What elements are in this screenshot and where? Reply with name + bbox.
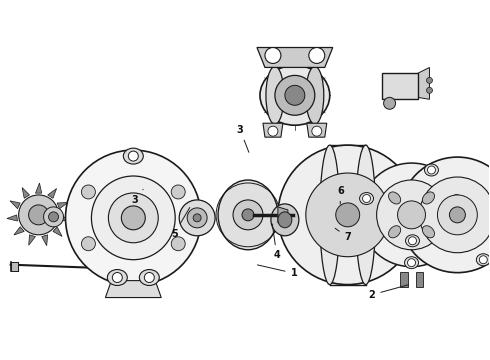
Polygon shape bbox=[278, 207, 288, 223]
Text: 3: 3 bbox=[132, 189, 143, 205]
Ellipse shape bbox=[405, 257, 418, 269]
Circle shape bbox=[384, 97, 395, 109]
Circle shape bbox=[438, 195, 477, 235]
Circle shape bbox=[397, 201, 425, 229]
Circle shape bbox=[28, 205, 49, 225]
Circle shape bbox=[306, 173, 390, 257]
Circle shape bbox=[360, 163, 464, 267]
Ellipse shape bbox=[449, 193, 464, 204]
Circle shape bbox=[275, 75, 315, 115]
Circle shape bbox=[122, 206, 145, 230]
Text: 1: 1 bbox=[257, 265, 297, 278]
Circle shape bbox=[409, 237, 416, 245]
Ellipse shape bbox=[218, 180, 278, 250]
Circle shape bbox=[285, 85, 305, 105]
Circle shape bbox=[479, 256, 488, 264]
Circle shape bbox=[336, 203, 360, 227]
Circle shape bbox=[49, 212, 58, 222]
Polygon shape bbox=[257, 48, 333, 67]
Circle shape bbox=[193, 214, 201, 222]
Ellipse shape bbox=[422, 192, 435, 204]
Circle shape bbox=[81, 185, 96, 199]
Circle shape bbox=[312, 126, 322, 136]
Ellipse shape bbox=[406, 235, 419, 247]
Polygon shape bbox=[35, 183, 42, 193]
Circle shape bbox=[453, 194, 461, 202]
Circle shape bbox=[399, 157, 490, 273]
Circle shape bbox=[187, 208, 207, 228]
Text: 3: 3 bbox=[237, 125, 249, 152]
Ellipse shape bbox=[389, 226, 401, 238]
Circle shape bbox=[44, 207, 64, 227]
Ellipse shape bbox=[266, 67, 284, 124]
Circle shape bbox=[363, 194, 370, 202]
Polygon shape bbox=[417, 67, 429, 99]
Ellipse shape bbox=[422, 226, 435, 238]
Circle shape bbox=[265, 48, 281, 63]
Text: 6: 6 bbox=[337, 186, 343, 204]
Polygon shape bbox=[53, 227, 62, 237]
Polygon shape bbox=[48, 189, 57, 198]
Text: 4: 4 bbox=[272, 224, 280, 260]
Ellipse shape bbox=[306, 67, 324, 124]
Polygon shape bbox=[7, 215, 18, 221]
Bar bbox=[382, 73, 417, 99]
Circle shape bbox=[426, 87, 433, 93]
Polygon shape bbox=[10, 201, 20, 209]
Polygon shape bbox=[263, 123, 283, 137]
Ellipse shape bbox=[424, 164, 439, 176]
Circle shape bbox=[128, 151, 138, 161]
Polygon shape bbox=[42, 235, 48, 246]
Circle shape bbox=[66, 150, 201, 285]
Polygon shape bbox=[29, 235, 35, 245]
Polygon shape bbox=[57, 202, 68, 209]
Circle shape bbox=[81, 237, 96, 251]
Text: 5: 5 bbox=[171, 207, 190, 239]
Circle shape bbox=[19, 195, 58, 235]
Ellipse shape bbox=[389, 192, 401, 204]
Ellipse shape bbox=[320, 145, 340, 285]
Circle shape bbox=[427, 166, 436, 174]
Circle shape bbox=[309, 48, 325, 63]
Ellipse shape bbox=[123, 148, 143, 164]
Circle shape bbox=[171, 237, 185, 251]
Ellipse shape bbox=[139, 270, 159, 285]
Bar bbox=[11, 262, 18, 271]
Ellipse shape bbox=[476, 254, 490, 266]
Circle shape bbox=[171, 185, 185, 199]
Polygon shape bbox=[399, 272, 408, 287]
Ellipse shape bbox=[271, 204, 299, 236]
Ellipse shape bbox=[278, 212, 292, 228]
Circle shape bbox=[92, 176, 175, 260]
Circle shape bbox=[426, 77, 433, 84]
Circle shape bbox=[268, 126, 278, 136]
Circle shape bbox=[145, 273, 154, 283]
Polygon shape bbox=[22, 188, 29, 198]
Circle shape bbox=[278, 145, 417, 285]
Ellipse shape bbox=[356, 145, 376, 285]
Circle shape bbox=[377, 180, 446, 250]
Circle shape bbox=[112, 273, 122, 283]
Ellipse shape bbox=[360, 193, 373, 204]
Ellipse shape bbox=[260, 66, 330, 125]
Circle shape bbox=[179, 200, 215, 236]
Circle shape bbox=[408, 259, 416, 267]
Text: 2: 2 bbox=[368, 285, 409, 300]
Text: 7: 7 bbox=[335, 228, 351, 242]
Circle shape bbox=[108, 193, 158, 243]
Polygon shape bbox=[14, 227, 24, 235]
Circle shape bbox=[242, 209, 254, 221]
Ellipse shape bbox=[107, 270, 127, 285]
Polygon shape bbox=[307, 123, 327, 137]
Polygon shape bbox=[416, 272, 423, 287]
Circle shape bbox=[233, 200, 263, 230]
Circle shape bbox=[419, 177, 490, 253]
Polygon shape bbox=[60, 215, 70, 221]
Circle shape bbox=[449, 207, 466, 223]
Polygon shape bbox=[105, 280, 161, 298]
